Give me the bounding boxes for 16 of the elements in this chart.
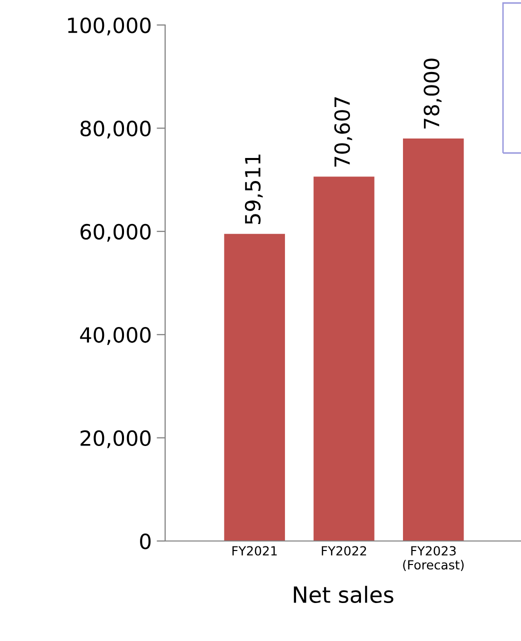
bar [224, 234, 285, 542]
y-tick-label: 40,000 [80, 327, 151, 345]
data-label: 78,000 [424, 58, 442, 128]
bar [314, 176, 374, 542]
y-tick-label: 60,000 [80, 224, 151, 242]
x-tick-label: FY2021 [232, 546, 277, 556]
bar [402, 138, 464, 542]
x-axis-title: Net sales [294, 586, 394, 604]
y-tick-label: 80,000 [80, 120, 151, 139]
y-tick-label: 20,000 [80, 430, 151, 448]
y-tick-label: 0 [140, 533, 151, 550]
y-tick-label: 100,000 [68, 17, 151, 36]
x-tick-label: FY2023 (Forecast) [403, 546, 464, 572]
data-label: 59,511 [244, 154, 263, 224]
x-tick-label: FY2022 [322, 546, 366, 556]
data-label: 70,607 [334, 97, 352, 167]
